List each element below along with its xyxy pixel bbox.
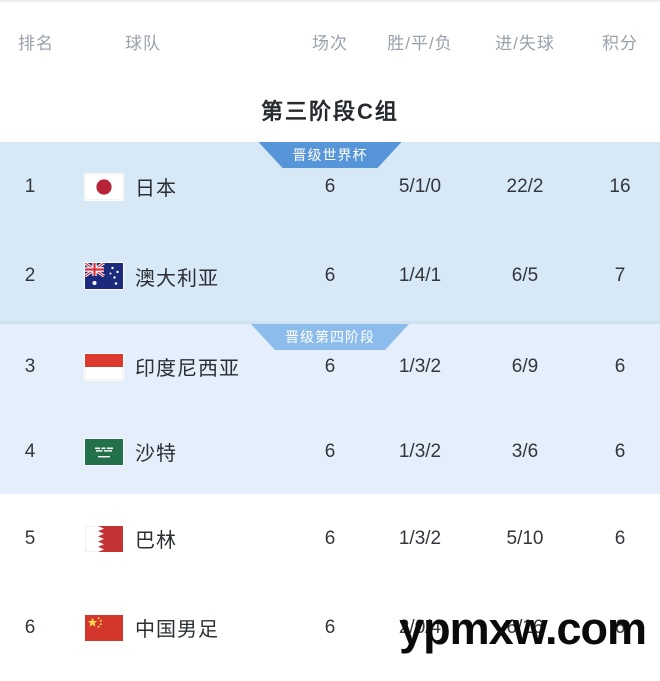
- section-eliminated: 5 巴林 6 1/3/2 5/10 6 6: [0, 494, 660, 672]
- team-name: 巴林: [135, 530, 177, 552]
- rank-value: 6: [24, 616, 36, 638]
- rank-value: 2: [24, 265, 36, 287]
- watermark: ypmxw.com: [399, 603, 647, 654]
- goals-for-against: 6/5: [511, 265, 539, 287]
- win-draw-loss: 1/3/2: [398, 527, 442, 549]
- col-header-wdl: 胜/平/负: [387, 33, 453, 53]
- table-header: 排名 球队 场次 胜/平/负 进/失球 积分: [0, 2, 660, 66]
- matches-played: 6: [324, 527, 336, 549]
- team-cell: 印度尼西亚: [60, 352, 290, 381]
- goals-for-against: 6/9: [511, 355, 539, 377]
- rank-value: 5: [24, 527, 36, 549]
- win-draw-loss: 2/0/4: [398, 616, 442, 638]
- matches-played: 6: [324, 440, 336, 462]
- points-value: 16: [609, 175, 631, 197]
- team-name: 中国男足: [135, 619, 219, 641]
- win-draw-loss: 1/3/2: [398, 440, 442, 462]
- section-qualified-world-cup: 晋级世界杯 1 日本 6 5/1/0 22/2 16 2: [0, 142, 660, 321]
- flag-australia-icon: [85, 263, 123, 290]
- matches-played: 6: [324, 175, 336, 197]
- win-draw-loss: 5/1/0: [398, 175, 442, 197]
- team-cell: 沙特: [60, 437, 290, 466]
- col-header-goals: 进/失球: [495, 33, 555, 53]
- qualification-badge-fourth-stage: 晋级第四阶段: [251, 324, 409, 350]
- table-row[interactable]: 5 巴林 6 1/3/2 5/10 6: [0, 494, 660, 583]
- table-row[interactable]: 1 日本 6 5/1/0 22/2 16: [0, 142, 660, 232]
- team-cell: 澳大利亚: [60, 262, 290, 291]
- matches-played: 6: [324, 355, 336, 377]
- qualification-badge-world-cup: 晋级世界杯: [259, 142, 402, 168]
- points-value: 6: [614, 616, 626, 638]
- goals-for-against: 5/10: [506, 527, 544, 549]
- table-row[interactable]: 2: [0, 232, 660, 322]
- table-row[interactable]: 3 印度尼西亚 6 1/3/2 6/9 6: [0, 324, 660, 409]
- goals-for-against: 3/6: [511, 440, 539, 462]
- team-name: 日本: [135, 178, 177, 201]
- matches-played: 6: [324, 265, 336, 287]
- team-cell: 日本: [60, 172, 290, 201]
- team-name: 沙特: [135, 443, 177, 465]
- points-value: 6: [614, 527, 626, 549]
- points-value: 6: [614, 440, 626, 462]
- col-header-rank: 排名: [18, 33, 54, 53]
- group-title-container: 第三阶段C组: [0, 66, 660, 142]
- flag-japan-icon: [85, 173, 123, 200]
- rank-value: 1: [24, 175, 36, 197]
- team-cell: 巴林: [60, 524, 290, 553]
- points-value: 7: [614, 265, 626, 287]
- win-draw-loss: 1/4/1: [398, 265, 442, 287]
- goals-for-against: 6/16: [506, 616, 544, 638]
- flag-china-icon: [85, 614, 123, 641]
- col-header-team: 球队: [125, 33, 161, 53]
- goals-for-against: 22/2: [506, 175, 544, 197]
- points-value: 6: [614, 355, 626, 377]
- rank-value: 4: [24, 440, 36, 462]
- col-header-points: 积分: [602, 33, 638, 53]
- col-header-played: 场次: [312, 33, 348, 53]
- table-row[interactable]: 4 沙特: [0, 409, 660, 494]
- flag-saudi-arabia-icon: [85, 438, 123, 465]
- win-draw-loss: 1/3/2: [398, 355, 442, 377]
- team-name: 澳大利亚: [135, 267, 219, 290]
- flag-indonesia-icon: [85, 353, 123, 380]
- rank-value: 3: [24, 355, 36, 377]
- section-qualified-fourth-stage: 晋级第四阶段 3 印度尼西亚 6 1/3/2 6/9 6 4: [0, 321, 660, 494]
- group-title: 第三阶段C组: [261, 99, 399, 124]
- team-cell: 中国男足: [60, 613, 290, 642]
- flag-bahrain-icon: [85, 525, 123, 552]
- matches-played: 6: [324, 616, 336, 638]
- table-row[interactable]: 6 中国男足 6 2/0/4 6/16 6: [0, 583, 660, 672]
- team-name: 印度尼西亚: [135, 358, 240, 380]
